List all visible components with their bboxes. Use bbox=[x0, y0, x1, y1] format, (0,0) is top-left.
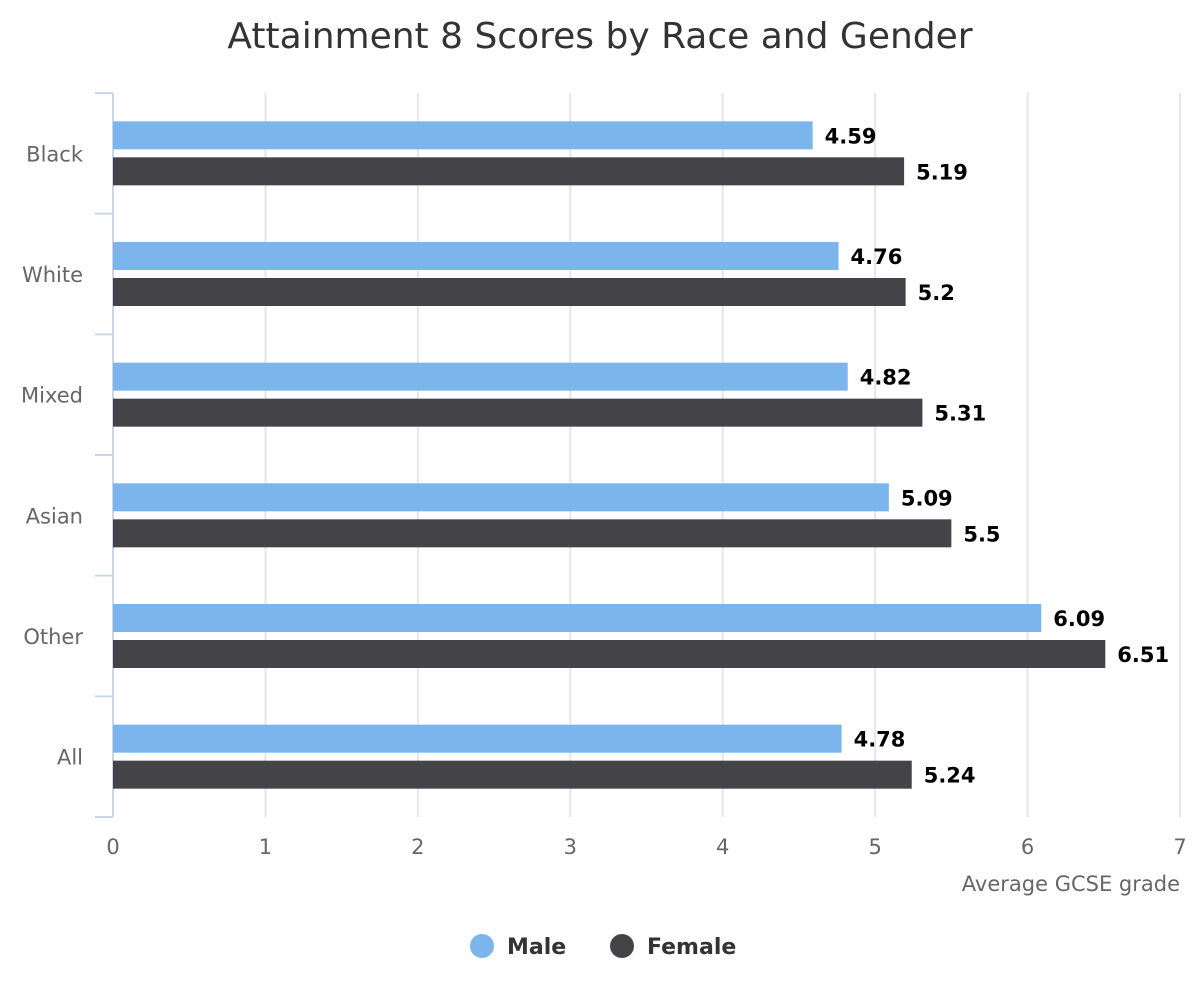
bar-female bbox=[113, 278, 906, 306]
data-labels: 4.59 5.19 4.76 5.2 4.82 5.31 5.09 5.5 6.09 6.51 4.… bbox=[825, 124, 1169, 787]
bar-male bbox=[113, 121, 813, 150]
data-label: 4.82 bbox=[860, 366, 912, 390]
x-tick-label: 5 bbox=[868, 835, 881, 859]
data-label: 5.09 bbox=[901, 486, 953, 510]
x-axis-title: Average GCSE grade bbox=[962, 872, 1180, 896]
data-label: 5.24 bbox=[924, 764, 976, 788]
category-label: Black bbox=[26, 142, 84, 166]
data-label: 4.78 bbox=[854, 728, 906, 752]
legend: Male Female bbox=[470, 934, 736, 960]
bar-female bbox=[113, 640, 1106, 668]
data-label: 4.76 bbox=[851, 245, 903, 269]
data-label: 6.51 bbox=[1117, 643, 1169, 667]
data-label: 5.19 bbox=[916, 160, 968, 184]
bar-female bbox=[113, 760, 912, 789]
data-label: 5.5 bbox=[963, 522, 1000, 546]
data-label: 6.09 bbox=[1053, 607, 1105, 631]
x-tick-label: 3 bbox=[564, 835, 577, 859]
bar-female bbox=[113, 398, 923, 427]
x-tick-label: 4 bbox=[716, 835, 729, 859]
category-label: Mixed bbox=[21, 384, 83, 408]
bars bbox=[113, 121, 1106, 789]
x-tick-label: 0 bbox=[106, 835, 119, 859]
x-tick-label: 7 bbox=[1173, 835, 1186, 859]
axes: 0 1 2 3 4 5 6 7 Black White Mixed Asian Other All bbox=[21, 92, 1187, 859]
bar-female bbox=[113, 519, 952, 548]
bar-male bbox=[113, 242, 839, 270]
category-label: White bbox=[22, 263, 83, 287]
bar-male bbox=[113, 604, 1042, 632]
x-tick-label: 2 bbox=[411, 835, 424, 859]
bar-female bbox=[113, 157, 905, 186]
grid-lines bbox=[264, 93, 1181, 817]
x-tick-label: 6 bbox=[1021, 835, 1034, 859]
legend-marker-female[interactable] bbox=[610, 934, 634, 958]
x-tick-label: 1 bbox=[259, 835, 272, 859]
bar-male bbox=[113, 362, 848, 391]
legend-label-male[interactable]: Male bbox=[507, 935, 566, 960]
category-label: Other bbox=[23, 625, 83, 649]
data-label: 5.2 bbox=[918, 281, 955, 305]
category-label: All bbox=[57, 746, 83, 770]
bar-male bbox=[113, 724, 842, 753]
data-label: 4.59 bbox=[825, 124, 877, 148]
bar-male bbox=[113, 483, 889, 512]
chart-title: Attainment 8 Scores by Race and Gender bbox=[227, 16, 972, 57]
legend-marker-male[interactable] bbox=[470, 934, 494, 958]
legend-label-female[interactable]: Female bbox=[647, 935, 736, 960]
category-label: Asian bbox=[26, 504, 83, 528]
data-label: 5.31 bbox=[934, 402, 986, 426]
